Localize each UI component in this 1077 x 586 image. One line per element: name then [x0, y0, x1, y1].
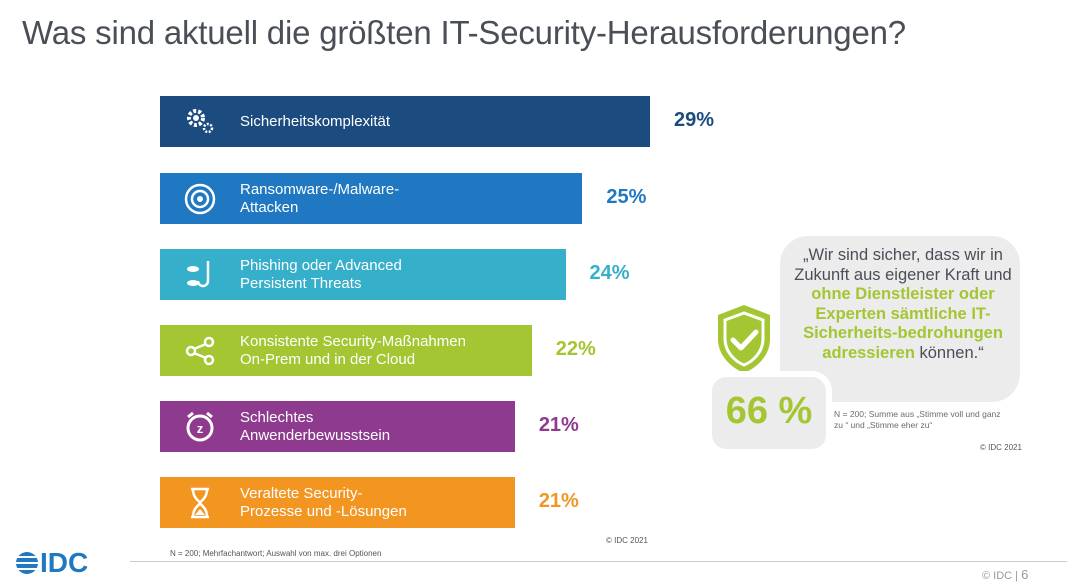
share-network-icon	[160, 335, 240, 367]
quote-end: können.“	[914, 343, 984, 362]
bar-label: Veraltete Security- Prozesse und -Lösunge…	[240, 485, 407, 521]
idc-logo-text: IDC	[40, 547, 89, 578]
footer-divider	[130, 561, 1067, 562]
hourglass-icon	[160, 487, 240, 519]
bar-label-line: On-Prem und in der Cloud	[240, 350, 416, 368]
value-label: 29%	[674, 109, 715, 131]
page-title: Was sind aktuell die größten IT-Security…	[22, 14, 906, 51]
value-label: 24%	[589, 262, 630, 284]
callout-note: N = 200; Summe aus „Stimme voll und ganz…	[834, 409, 1001, 430]
quote-start: „Wir sind sicher, dass wir in Zukunft au…	[794, 246, 1012, 284]
idc-logo: IDC	[16, 547, 88, 579]
bar: z Schlechtes Anwenderbewusstsein	[160, 401, 515, 452]
bar-label-line: Schlechtes	[240, 408, 314, 426]
chart-copyright: © IDC 2021	[606, 536, 648, 545]
bar: Sicherheitskomplexität	[160, 96, 650, 147]
bar-label-line: Veraltete Security-	[240, 484, 363, 502]
callout-copyright: © IDC 2021	[980, 443, 1022, 452]
quote-bubble	[780, 236, 1020, 402]
alarm-clock-icon: z	[160, 411, 240, 443]
bar: Veraltete Security- Prozesse und -Lösunge…	[160, 477, 515, 528]
bar-label-line: Anwenderbewusstsein	[240, 426, 391, 444]
svg-text:z: z	[197, 421, 204, 436]
quote-text: „Wir sind sicher, dass wir in Zukunft au…	[780, 246, 1026, 363]
bar-label-line: Attacken	[240, 198, 299, 216]
value-label: 21%	[538, 490, 579, 512]
bar-label: Phishing oder Advanced Persistent Threats	[240, 257, 402, 293]
footer-copyright: © IDC |	[982, 570, 1019, 582]
stat-box	[712, 377, 826, 449]
idc-globe-icon	[16, 552, 38, 574]
value-label: 22%	[555, 338, 596, 360]
footer-page: © IDC | 6	[982, 567, 1028, 582]
bar: Phishing oder Advanced Persistent Threats	[160, 249, 566, 300]
value-label: 21%	[538, 414, 579, 436]
phishing-hook-icon	[160, 259, 240, 291]
bar-label-line: Ransomware-/Malware-	[240, 180, 400, 198]
stat-value: 66 %	[725, 390, 813, 432]
bar-label-line: Persistent Threats	[240, 274, 362, 292]
quote-highlight: ohne Dienstleister oder Experten sämtlic…	[803, 285, 1003, 362]
bar-label: Konsistente Security-Maßnahmen On-Prem un…	[240, 333, 466, 369]
bar-label: Sicherheitskomplexität	[240, 113, 390, 131]
target-icon	[160, 183, 240, 215]
chart-note: N = 200; Mehrfachantwort; Auswahl von ma…	[170, 549, 382, 558]
bar: Konsistente Security-Maßnahmen On-Prem un…	[160, 325, 532, 376]
bar-label-line: Prozesse und -Lösungen	[240, 502, 407, 520]
bar: Ransomware-/Malware- Attacken	[160, 173, 583, 224]
shield-check-icon	[718, 305, 770, 373]
page-number: 6	[1021, 567, 1029, 582]
bar-label-line: Sicherheitskomplexität	[240, 112, 391, 130]
value-label: 25%	[606, 186, 647, 208]
bar-label: Schlechtes Anwenderbewusstsein	[240, 409, 390, 445]
gears-icon	[160, 106, 240, 138]
bar-label: Ransomware-/Malware- Attacken	[240, 181, 399, 217]
bar-label-line: Phishing oder Advanced	[240, 256, 402, 274]
bar-label-line: Konsistente Security-Maßnahmen	[240, 332, 466, 350]
